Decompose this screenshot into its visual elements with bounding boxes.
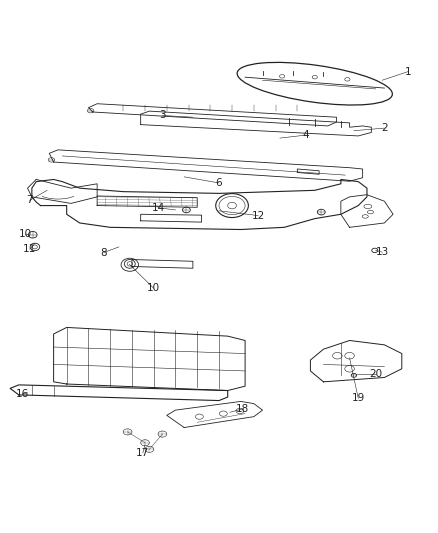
Text: 10: 10 — [147, 283, 160, 293]
Text: 13: 13 — [375, 247, 389, 257]
Text: 16: 16 — [16, 389, 29, 399]
Text: 12: 12 — [251, 211, 265, 221]
Text: 20: 20 — [369, 369, 382, 379]
Text: 2: 2 — [381, 123, 388, 133]
Text: 8: 8 — [100, 247, 107, 257]
Text: 11: 11 — [23, 244, 36, 254]
Text: 19: 19 — [352, 393, 365, 403]
Text: 10: 10 — [19, 229, 32, 239]
Text: 3: 3 — [159, 110, 166, 120]
Text: 18: 18 — [237, 404, 250, 414]
Text: 1: 1 — [405, 67, 412, 77]
Text: 14: 14 — [152, 203, 165, 213]
Text: 6: 6 — [215, 178, 223, 188]
Text: 17: 17 — [136, 448, 149, 458]
Text: 7: 7 — [26, 196, 33, 205]
Text: 4: 4 — [303, 130, 309, 140]
